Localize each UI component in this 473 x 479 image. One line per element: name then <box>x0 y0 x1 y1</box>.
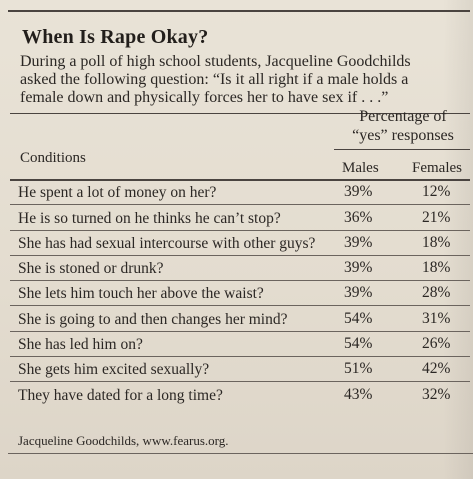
conditions-header: Conditions <box>20 150 86 166</box>
table-row: She gets him excited sexually? 51% 42% <box>10 357 470 383</box>
intro-line: asked the following question: “Is it all… <box>20 71 409 88</box>
females-cell: 28% <box>422 284 451 302</box>
females-header: Females <box>412 160 462 176</box>
table-row: He spent a lot of money on her? 39% 12% <box>10 180 470 206</box>
box-bottom-rule <box>8 453 473 454</box>
table-row: She is going to and then changes her min… <box>10 306 470 332</box>
females-cell: 18% <box>422 259 451 277</box>
condition-cell: She gets him excited sexually? <box>18 361 210 379</box>
percentage-header: Percentage of “yes” responses <box>352 108 454 144</box>
condition-cell: He spent a lot of money on her? <box>18 184 217 202</box>
females-cell: 32% <box>422 385 451 403</box>
males-cell: 39% <box>344 259 373 277</box>
condition-cell: She is going to and then changes her min… <box>18 310 288 328</box>
table-row: She lets him touch her above the waist? … <box>10 281 470 307</box>
females-cell: 12% <box>422 183 451 201</box>
sidebar-box: When Is Rape Okay? During a poll of high… <box>8 10 470 455</box>
females-cell: 42% <box>422 360 451 378</box>
header-subrule <box>334 149 470 150</box>
intro-paragraph: During a poll of high school students, J… <box>20 53 470 107</box>
intro-divider <box>10 113 470 114</box>
males-cell: 39% <box>344 183 373 201</box>
males-header: Males <box>342 160 379 176</box>
males-cell: 36% <box>344 208 373 226</box>
table-row: She has had sexual intercourse with othe… <box>10 231 470 256</box>
condition-cell: She has led him on? <box>18 336 143 354</box>
table-body: He spent a lot of money on her? 39% 12% … <box>10 180 470 407</box>
intro-line: During a poll of high school students, J… <box>20 53 411 70</box>
males-cell: 54% <box>344 309 373 327</box>
females-cell: 31% <box>422 309 451 327</box>
condition-cell: She lets him touch her above the waist? <box>18 285 264 303</box>
intro-line: female down and physically forces her to… <box>20 89 389 106</box>
females-cell: 26% <box>422 335 451 353</box>
males-cell: 39% <box>344 284 373 302</box>
box-title: When Is Rape Okay? <box>22 26 209 48</box>
condition-cell: He is so turned on he thinks he can’t st… <box>18 209 281 227</box>
top-rule <box>8 10 470 12</box>
females-cell: 21% <box>422 208 451 226</box>
condition-cell: She is stoned or drunk? <box>18 260 164 278</box>
condition-cell: She has had sexual intercourse with othe… <box>18 234 316 252</box>
males-cell: 51% <box>344 360 373 378</box>
header-divider <box>10 179 470 181</box>
males-cell: 43% <box>344 385 373 403</box>
table-row: She has led him on? 54% 26% <box>10 332 470 358</box>
males-cell: 54% <box>344 335 373 353</box>
females-cell: 18% <box>422 233 451 251</box>
table-row: They have dated for a long time? 43% 32% <box>10 382 470 406</box>
table-row: She is stoned or drunk? 39% 18% <box>10 256 470 282</box>
condition-cell: They have dated for a long time? <box>18 386 223 404</box>
source-credit: Jacqueline Goodchilds, www.fearus.org. <box>18 433 229 448</box>
males-cell: 39% <box>344 233 373 251</box>
table-row: He is so turned on he thinks he can’t st… <box>10 205 470 231</box>
